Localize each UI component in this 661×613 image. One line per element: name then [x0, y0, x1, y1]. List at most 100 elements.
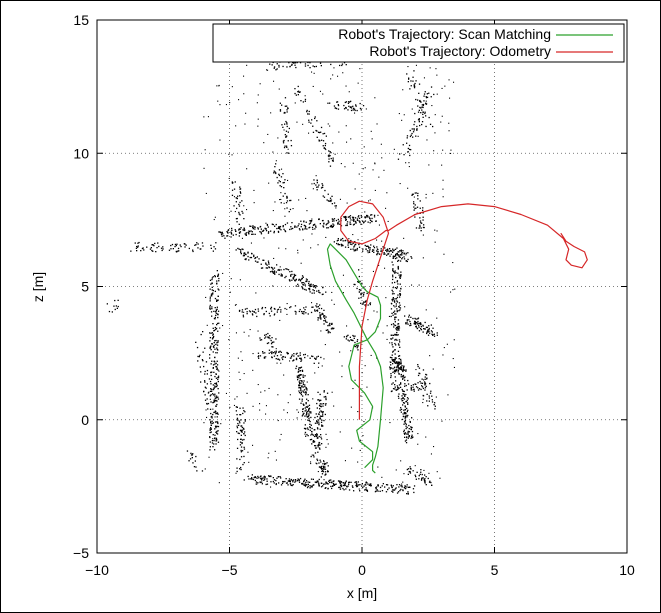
scan-point [354, 335, 356, 337]
scan-point [301, 380, 303, 382]
scan-point [319, 140, 321, 142]
scan-point [273, 66, 276, 68]
scan-point [396, 253, 398, 255]
scan-point [401, 418, 404, 421]
scan-point [359, 280, 361, 282]
scan-point [419, 224, 421, 226]
scan-point [314, 452, 317, 454]
scan-point [287, 480, 289, 482]
scan-point [360, 289, 362, 291]
scan-point [407, 187, 409, 189]
scan-point [434, 132, 436, 134]
scan-point [434, 114, 436, 116]
scan-point [256, 261, 258, 263]
scan-point [323, 391, 325, 393]
scan-point [320, 318, 322, 320]
scan-point [425, 484, 427, 486]
scan-point [259, 481, 261, 484]
scan-point [178, 250, 180, 252]
scan-point [375, 486, 378, 488]
scan-point [412, 317, 414, 320]
scan-point [246, 313, 248, 315]
scan-point [210, 416, 212, 418]
scan-point [349, 101, 351, 103]
scan-point [253, 202, 255, 204]
scan-point [316, 427, 319, 429]
scan-point [450, 149, 452, 151]
scan-point [426, 96, 429, 98]
scan-point [209, 380, 212, 383]
scan-point [407, 414, 409, 417]
scan-point [394, 384, 396, 386]
scan-point [288, 480, 290, 482]
scan-point [213, 346, 215, 349]
scan-point [260, 231, 262, 234]
scan-point [311, 302, 313, 304]
scan-point [345, 85, 347, 87]
scan-point [398, 387, 400, 389]
scan-point [413, 201, 415, 203]
scan-point [257, 118, 259, 120]
scan-point [236, 197, 238, 199]
scan-point [215, 411, 217, 413]
scan-point [229, 291, 231, 293]
scan-point [261, 483, 263, 485]
scan-point [418, 326, 420, 328]
scan-point [397, 362, 399, 365]
scan-point [284, 192, 286, 195]
scan-point [424, 91, 426, 93]
scan-point [315, 65, 317, 68]
scan-point [262, 351, 264, 353]
scan-point [216, 344, 219, 346]
scan-point [333, 220, 335, 222]
scan-point [436, 74, 438, 76]
scan-point [240, 351, 242, 353]
scan-point [312, 284, 314, 286]
scan-point [320, 476, 322, 478]
scan-point [407, 431, 409, 434]
scan-point [317, 317, 319, 319]
scan-point [391, 293, 394, 295]
scan-point [240, 249, 242, 251]
scan-point [409, 466, 411, 468]
scan-point [302, 403, 304, 405]
scan-point [356, 484, 358, 486]
scan-point [431, 331, 433, 333]
scan-point [284, 230, 287, 233]
scan-point [392, 363, 394, 365]
scan-point [218, 392, 220, 394]
scan-point [299, 379, 301, 382]
scan-point [299, 229, 301, 231]
scan-point [329, 125, 331, 127]
scan-point [251, 478, 253, 480]
scan-point [421, 121, 424, 123]
scan-point [319, 62, 322, 64]
scan-point [395, 272, 397, 274]
scan-point [260, 478, 262, 480]
scan-point [292, 208, 294, 210]
scan-point [331, 327, 333, 329]
scan-point [288, 62, 290, 64]
scan-point [406, 135, 409, 137]
scan-point [311, 183, 313, 185]
scan-point [394, 376, 396, 378]
scan-point [211, 360, 213, 362]
scan-point [392, 368, 394, 370]
scan-point [256, 477, 258, 479]
scan-point [353, 250, 355, 252]
scan-point [407, 433, 409, 435]
scan-point [412, 131, 415, 133]
scan-point [418, 475, 420, 477]
scan-point [350, 109, 353, 112]
scan-point [322, 405, 324, 407]
scan-point [358, 215, 360, 217]
scan-point [370, 214, 372, 216]
scan-point [212, 434, 214, 436]
scan-point [310, 221, 312, 223]
scan-point [308, 284, 310, 286]
scan-point [342, 274, 344, 276]
scan-point [398, 355, 400, 357]
scan-point [396, 281, 398, 283]
scan-point [259, 226, 261, 228]
scan-point [232, 234, 234, 236]
